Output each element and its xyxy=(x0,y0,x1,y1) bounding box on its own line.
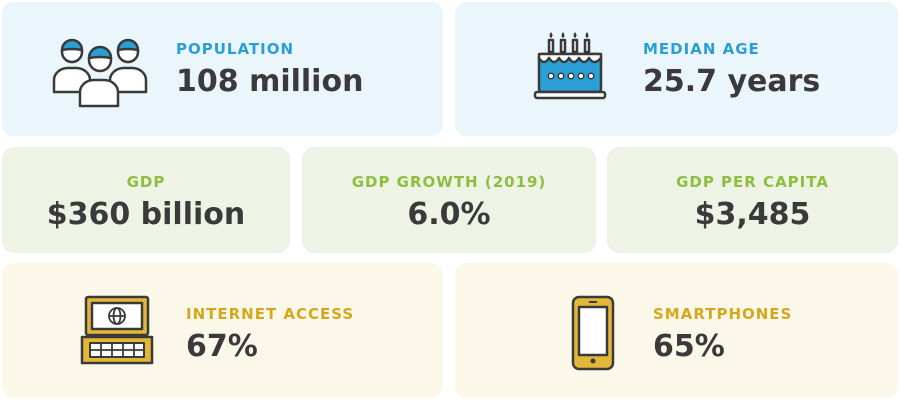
internet-access-label: INTERNET ACCESS xyxy=(186,305,355,323)
median-age-value: 25.7 years xyxy=(643,64,821,99)
gdp-per-capita-label: GDP PER CAPITA xyxy=(676,173,829,191)
gdp-label: GDP xyxy=(126,173,166,191)
gdp-growth-value: 6.0% xyxy=(407,197,491,232)
internet-access-value: 67% xyxy=(186,329,258,364)
median-age-card: MEDIAN AGE 25.7 years xyxy=(455,2,898,136)
gdp-per-capita-value: $3,485 xyxy=(694,197,811,232)
population-label: POPULATION xyxy=(176,40,295,58)
gdp-growth-label: GDP GROWTH (2019) xyxy=(351,173,547,191)
smartphones-value: 65% xyxy=(653,329,725,364)
gdp-card: GDP $360 billion xyxy=(2,147,290,253)
internet-access-card: INTERNET ACCESS 67% xyxy=(2,263,443,398)
gdp-value: $360 billion xyxy=(46,197,246,232)
birthday-cake-icon xyxy=(533,30,609,106)
laptop-globe-icon xyxy=(80,295,154,367)
smartphones-label: SMARTPHONES xyxy=(653,305,793,323)
population-value: 108 million xyxy=(176,64,364,99)
people-icon xyxy=(50,38,150,110)
smartphone-icon xyxy=(569,295,617,371)
smartphones-card: SMARTPHONES 65% xyxy=(455,263,898,398)
gdp-per-capita-card: GDP PER CAPITA $3,485 xyxy=(607,147,898,253)
median-age-label: MEDIAN AGE xyxy=(643,40,760,58)
population-card: POPULATION 108 million xyxy=(2,2,443,136)
gdp-growth-card: GDP GROWTH (2019) 6.0% xyxy=(302,147,596,253)
